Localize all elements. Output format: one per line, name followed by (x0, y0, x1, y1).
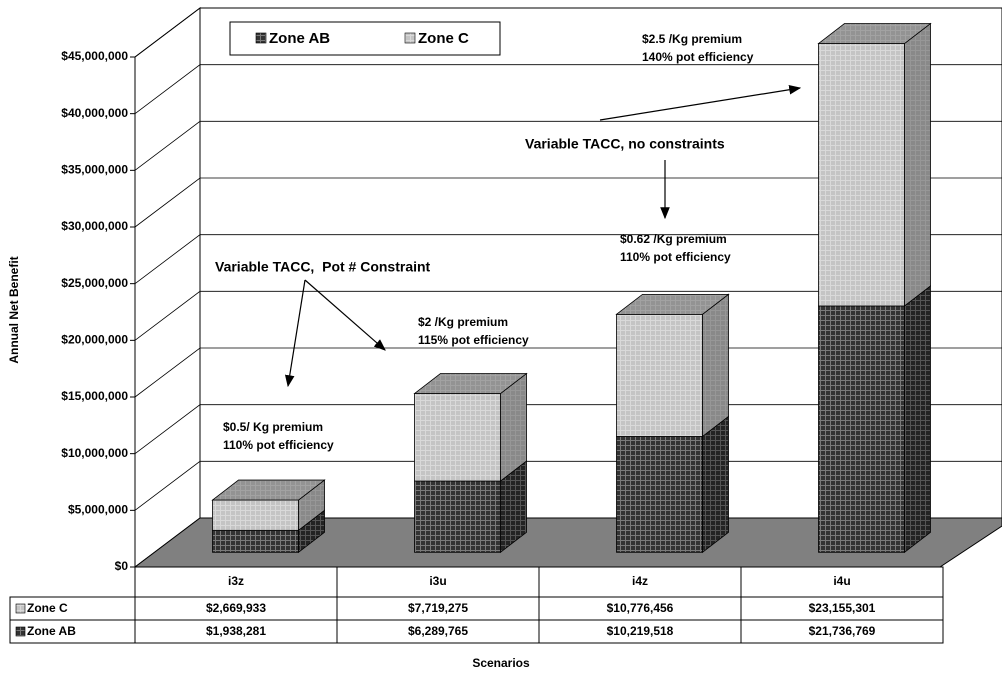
x-axis-label: Scenarios (472, 656, 530, 670)
annotation: $2 /Kg premium (418, 315, 508, 329)
bar (212, 529, 299, 553)
bar-side-shade (904, 285, 931, 553)
annotation: $2.5 /Kg premium (642, 32, 742, 46)
legend-key (15, 603, 26, 614)
bar (616, 436, 703, 553)
table-cell: $7,719,275 (408, 601, 468, 615)
bar-side-shade (702, 294, 729, 437)
bar-top-shade (616, 294, 729, 315)
table-cell: $10,776,456 (607, 601, 674, 615)
grid-line (134, 120, 1002, 171)
table-row (9, 596, 944, 621)
grid-line (134, 177, 1002, 228)
table-row (9, 619, 944, 644)
bar-side-shade (702, 416, 729, 553)
bar (818, 305, 905, 553)
bar-top-shade (414, 373, 527, 394)
legend-key (15, 626, 26, 637)
bar (414, 480, 501, 553)
annotation: $0.62 /Kg premium (620, 232, 727, 246)
annotation: $0.5/ Kg premium (223, 420, 323, 434)
bar-side-shade (500, 373, 527, 482)
annotation: 110% pot efficiency (620, 250, 731, 264)
bar-top (817, 23, 932, 44)
bar-top-shade (818, 23, 931, 44)
table-row-label: Zone C (27, 601, 68, 615)
callout: Variable TACC, Pot # Constraint (215, 259, 431, 275)
grid-line (134, 64, 1002, 114)
legend-label: Zone AB (269, 30, 330, 47)
table-cell: $1,938,281 (206, 624, 266, 638)
side-wall (134, 6, 201, 569)
legend-label: Zone C (418, 30, 469, 47)
bar-side-shade (904, 23, 931, 306)
x-tick-label: i4u (833, 574, 850, 588)
y-tick-label: $35,000,000 (61, 163, 128, 177)
grid-line (134, 7, 1002, 58)
bar-top (211, 479, 326, 501)
bar (212, 499, 299, 531)
bar (414, 393, 501, 482)
y-tick-label: $45,000,000 (61, 49, 128, 63)
table-cell: $21,736,769 (809, 624, 876, 638)
grid-line (134, 460, 1002, 511)
x-tick-label: i3u (429, 574, 446, 588)
annotation: 140% pot efficiency (642, 50, 754, 64)
bar (818, 43, 905, 307)
grid-line (134, 234, 1002, 284)
bar-top-shade (212, 480, 325, 501)
legend-key (255, 32, 267, 44)
y-tick-label: $15,000,000 (61, 389, 128, 403)
table-row-label: Zone AB (27, 624, 76, 638)
callout: Variable TACC, no constraints (525, 136, 725, 152)
bar-top (615, 293, 730, 315)
grid-line (134, 290, 1002, 341)
y-tick-label: $30,000,000 (61, 219, 128, 233)
y-tick-label: $25,000,000 (61, 276, 128, 290)
legend-key (404, 32, 416, 44)
arrows (284, 84, 802, 388)
y-tick-label: $5,000,000 (68, 503, 128, 517)
table-cell: $6,289,765 (408, 624, 468, 638)
bar-top (413, 373, 528, 394)
bar-side-shade (298, 480, 325, 531)
annotation: 110% pot efficiency (223, 438, 334, 452)
table-cell: $2,669,933 (206, 601, 266, 615)
y-tick-label: $20,000,000 (61, 333, 128, 347)
legend (229, 21, 501, 56)
y-tick-label: $40,000,000 (61, 106, 128, 120)
bar-side-shade (500, 461, 527, 553)
grid-line (134, 347, 1002, 398)
grid-line (134, 404, 1002, 454)
bar-side-shade (298, 510, 325, 553)
annotation: 115% pot efficiency (418, 333, 529, 347)
x-tick-label: i3z (228, 574, 244, 588)
y-tick-label: $0 (115, 559, 129, 573)
table-cell: $23,155,301 (809, 601, 876, 615)
y-tick-label: $10,000,000 (61, 446, 128, 460)
y-axis-label: Annual Net Benefit (7, 256, 21, 363)
table-cell: $10,219,518 (607, 624, 674, 638)
x-tick-label: i4z (632, 574, 648, 588)
bar (616, 313, 703, 437)
